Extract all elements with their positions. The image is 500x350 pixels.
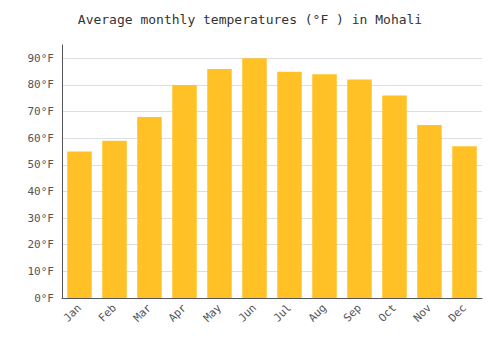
svg-text:40°F: 40°F: [28, 185, 55, 198]
svg-text:May: May: [201, 301, 224, 324]
svg-text:Sep: Sep: [341, 301, 364, 324]
svg-text:0°F: 0°F: [34, 292, 54, 305]
svg-text:10°F: 10°F: [28, 265, 55, 278]
svg-text:Feb: Feb: [96, 301, 119, 324]
svg-text:90°F: 90°F: [28, 52, 55, 65]
svg-text:70°F: 70°F: [28, 105, 55, 118]
svg-text:Oct: Oct: [376, 301, 399, 324]
svg-text:Jan: Jan: [61, 301, 84, 324]
svg-text:80°F: 80°F: [28, 78, 55, 91]
svg-text:50°F: 50°F: [28, 158, 55, 171]
svg-text:Jul: Jul: [271, 301, 294, 324]
svg-text:30°F: 30°F: [28, 212, 55, 225]
svg-text:Mar: Mar: [131, 301, 154, 324]
svg-text:Apr: Apr: [166, 301, 189, 324]
svg-text:Aug: Aug: [306, 301, 329, 324]
svg-text:Average monthly temperatures (: Average monthly temperatures (°F ) in Mo…: [78, 12, 422, 27]
svg-text:60°F: 60°F: [28, 132, 55, 145]
svg-text:Dec: Dec: [446, 301, 469, 324]
svg-text:Nov: Nov: [411, 301, 434, 324]
svg-text:Jun: Jun: [236, 301, 259, 324]
svg-text:20°F: 20°F: [28, 238, 55, 251]
